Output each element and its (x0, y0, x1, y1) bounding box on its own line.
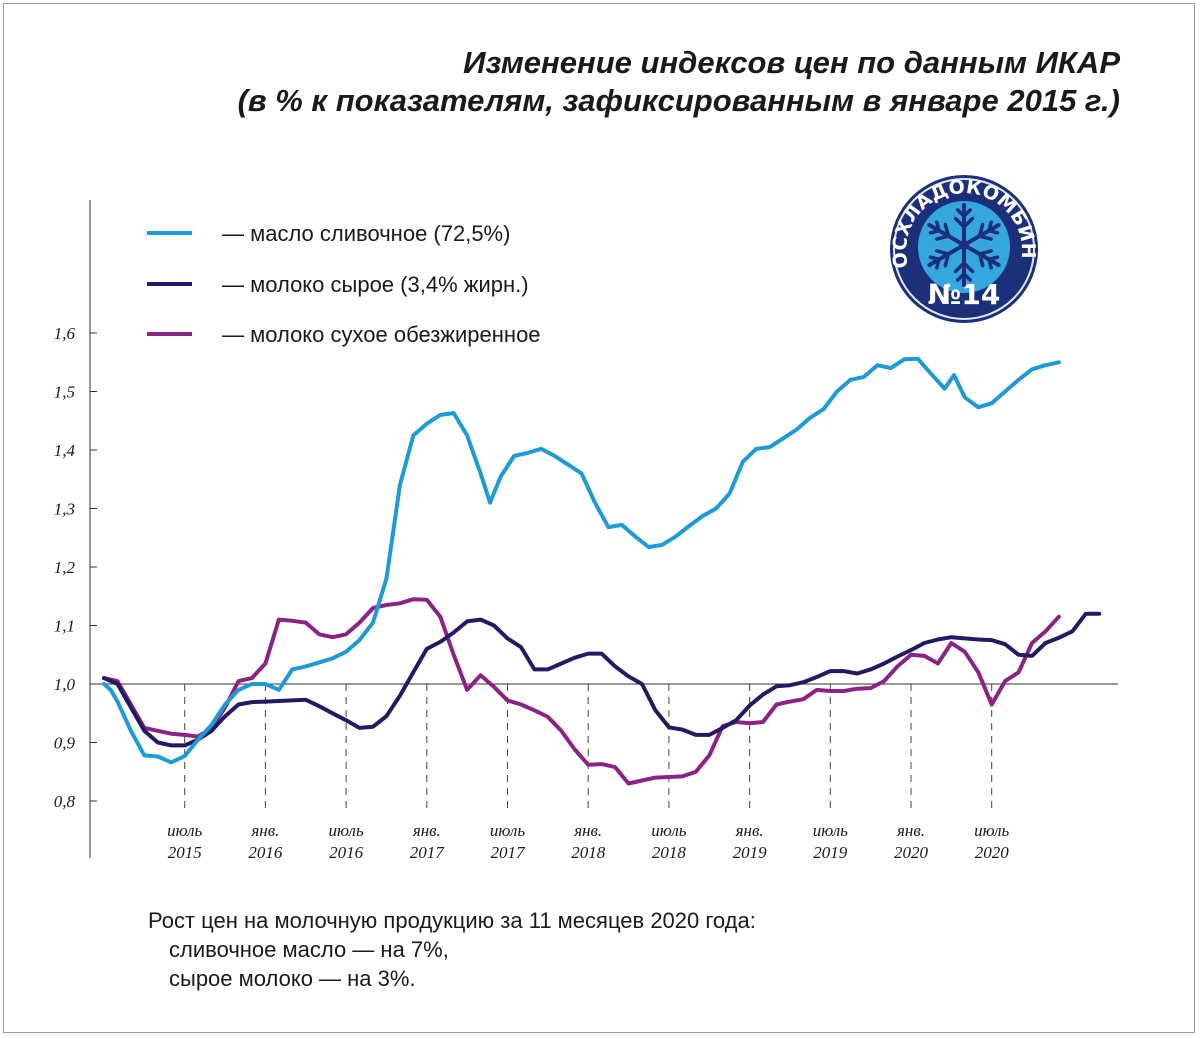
x-tick-label-year: 2020 (975, 843, 1010, 862)
x-tick-label-month: июль (490, 821, 525, 840)
x-tick-label-month: янв. (896, 821, 925, 840)
logo-arc-text: МОСХЛАДОКОМБИНАТ (0, 0, 1039, 270)
legend-label-3: — молоко сухое обезжиренное (222, 322, 541, 347)
x-tick-label-month: янв. (573, 821, 602, 840)
x-grid-lines (184, 684, 993, 808)
x-tick-label-year: 2016 (248, 843, 283, 862)
legend-label-2: — молоко сырое (3,4% жирн.) (222, 272, 529, 297)
x-tick-label-month: июль (167, 821, 202, 840)
x-tick-label-month: июль (974, 821, 1009, 840)
x-tick-label-year: 2018 (652, 843, 687, 862)
chart-title-line-2: (в % к показателям, зафиксированным в ян… (237, 83, 1120, 118)
x-tick-label-year: 2019 (813, 843, 848, 862)
y-tick-label: 1,5 (54, 383, 75, 402)
x-tick-label-year: 2018 (571, 843, 606, 862)
y-tick-label: 1,3 (54, 500, 75, 519)
logo-outer-border (893, 178, 1035, 320)
x-tick-label-month: янв. (250, 821, 279, 840)
y-tick-label: 1,1 (54, 617, 75, 636)
x-tick-label-month: июль (813, 821, 848, 840)
series-line-2 (102, 611, 1102, 748)
y-tick-label: 1,2 (54, 558, 76, 577)
series-lines (102, 356, 1102, 786)
y-tick-label: 0,8 (54, 792, 76, 811)
y-tick-label: 0,9 (54, 734, 76, 753)
legend-label-1: — масло сливочное (72,5%) (222, 221, 510, 246)
series-line-3 (102, 597, 1061, 786)
x-tick-label-month: июль (651, 821, 686, 840)
snowflake-icon (927, 203, 1001, 287)
y-tick-label: 1,4 (54, 441, 76, 460)
x-tick-label-month: июль (328, 821, 363, 840)
chart-title-line-1: Изменение индексов цен по данным ИКАР (463, 45, 1120, 80)
chart-title: Изменение индексов цен по данным ИКАР (в… (238, 44, 1120, 120)
x-tick-label-month: янв. (412, 821, 441, 840)
note-line-2: сливочное масло — на 7%, (169, 937, 449, 962)
series-line-1 (102, 356, 1061, 765)
y-tick-label: 1,6 (54, 324, 76, 343)
note-line-3: сырое молоко — на 3%. (169, 966, 416, 991)
y-tick-label: 1,0 (54, 675, 76, 694)
x-tick-label-year: 2016 (329, 843, 364, 862)
legend: — масло сливочное (72,5%) — молоко сырое … (147, 221, 541, 347)
x-tick-label-year: 2017 (491, 843, 527, 862)
x-tick-label-year: 2019 (733, 843, 768, 862)
chart-frame (3, 3, 1195, 1033)
y-axis-ticks: 0,8 0,9 1,0 1,1 1,2 1,3 1,4 1,5 1,6 (54, 324, 97, 811)
note-line-1: Рост цен на молочную продукцию за 11 мес… (148, 908, 756, 933)
x-tick-label-year: 2020 (894, 843, 929, 862)
x-tick-label-year: 2015 (168, 843, 202, 862)
x-tick-label-month: янв. (735, 821, 764, 840)
x-axis-ticks: июль 2015 янв. 2016 июль 2016 янв. 2017 июль 2017… (167, 821, 1009, 862)
x-tick-label-year: 2017 (410, 843, 446, 862)
price-growth-note: Рост цен на молочную продукцию за 11 мес… (148, 906, 756, 993)
